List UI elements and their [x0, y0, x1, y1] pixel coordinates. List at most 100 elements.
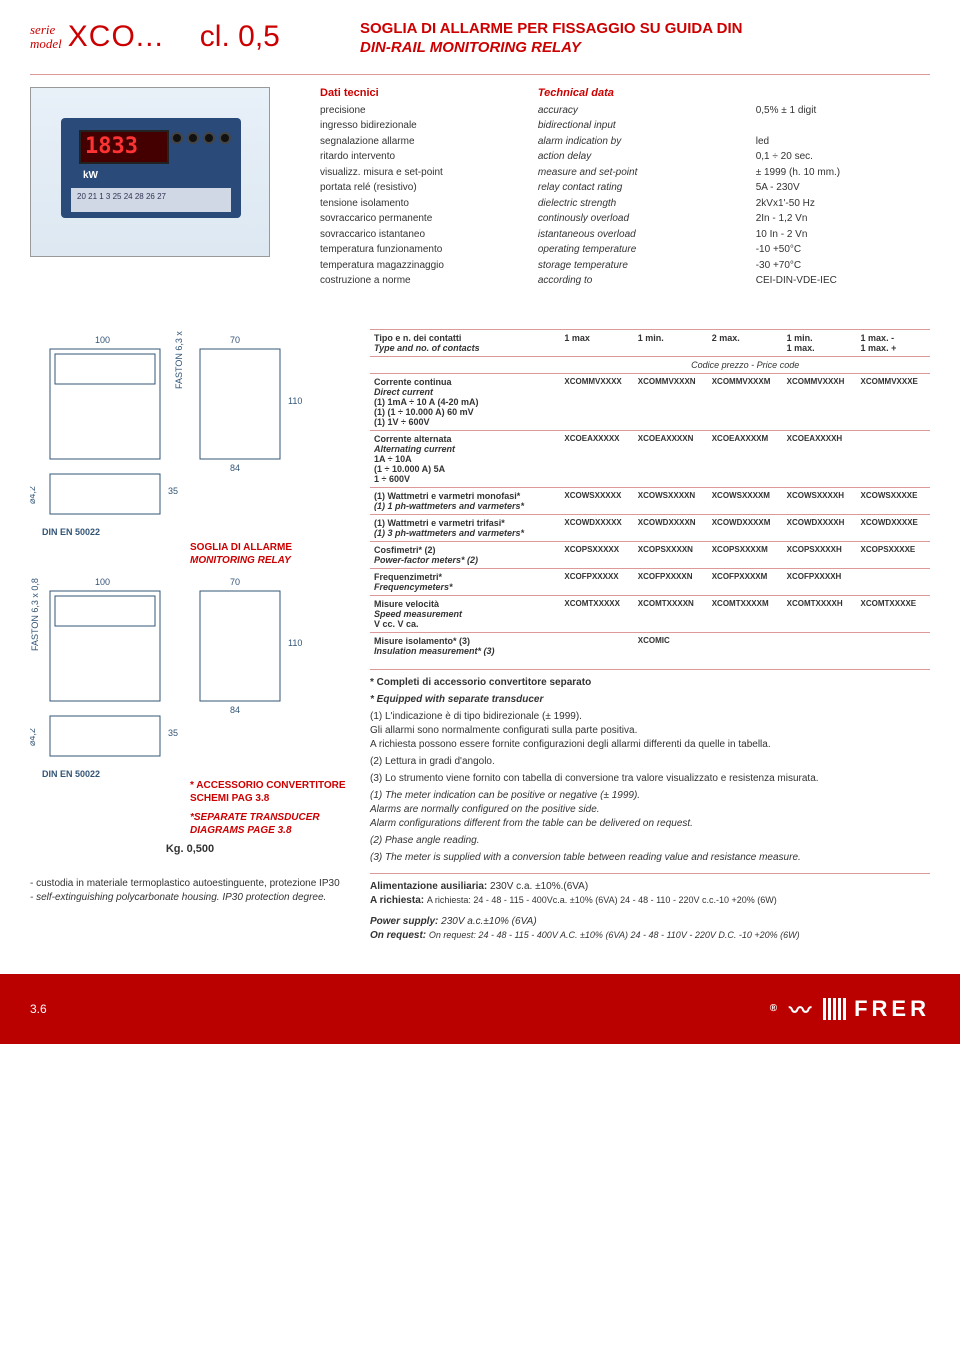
header-right: SOGLIA DI ALLARME PER FISSAGGIO SU GUIDA…	[360, 20, 930, 68]
serie-it: serie	[30, 23, 62, 37]
svg-text:100: 100	[95, 335, 110, 345]
svg-text:FASTON 6,3 x 0,8: FASTON 6,3 x 0,8	[174, 329, 184, 389]
spec-row: portata relé (resistivo)	[320, 180, 538, 196]
note-item: (3) The meter is supplied with a convers…	[370, 851, 930, 865]
dimension-drawing-1: 100 70 110 84 86 35 FASTON 6,3 x 0,8 ⌀4,…	[30, 329, 330, 519]
divider	[30, 74, 930, 75]
spec-value: CEI-DIN-VDE-IEC	[756, 273, 930, 289]
spec-row: measure and set-point	[538, 165, 756, 181]
spec-row: segnalazione allarme	[320, 134, 538, 150]
spec-row: ingresso bidirezionale	[320, 118, 538, 134]
spec-row: temperatura magazzinaggio	[320, 258, 538, 274]
section-mid: 100 70 110 84 86 35 FASTON 6,3 x 0,8 ⌀4,…	[30, 329, 930, 944]
note-item: (2) Phase angle reading.	[370, 834, 930, 848]
footer: 3.6 ® 〰 FRER	[0, 974, 960, 1044]
spec-row: continously overload	[538, 211, 756, 227]
spec-row: costruzione a norme	[320, 273, 538, 289]
spec-value: 2kVx1'-50 Hz	[756, 196, 930, 212]
spec-head-it: Dati tecnici	[320, 87, 538, 99]
title: SOGLIA DI ALLARME PER FISSAGGIO SU GUIDA…	[360, 20, 930, 58]
spec-value: ± 1999 (h. 10 mm.)	[756, 165, 930, 181]
spec-value	[756, 118, 930, 134]
svg-text:100: 100	[95, 577, 110, 587]
display-value: 1833	[81, 132, 167, 161]
spec-row: accuracy	[538, 103, 756, 119]
svg-text:70: 70	[230, 335, 240, 345]
spec-row: sovraccarico istantaneo	[320, 227, 538, 243]
series-code: XCO...	[68, 20, 164, 54]
svg-text:35: 35	[168, 728, 178, 738]
note-item: (2) Lettura in gradi d'angolo.	[370, 755, 930, 769]
ordering-row: Corrente alternataAlternating current1A …	[370, 430, 930, 487]
spec-value: 0,5% ± 1 digit	[756, 103, 930, 119]
ordering-row: Corrente continuaDirect current(1) 1mA ÷…	[370, 373, 930, 430]
page: serie model XCO... cl. 0,5 SOGLIA DI ALL…	[0, 0, 960, 944]
note-item: (1) The meter indication can be positive…	[370, 789, 930, 831]
brand-logo: ® 〰 FRER	[770, 993, 930, 1025]
spec-row: visualizz. misura e set-point	[320, 165, 538, 181]
title-it: SOGLIA DI ALLARME PER FISSAGGIO SU GUIDA…	[360, 20, 743, 37]
spec-row: storage temperature	[538, 258, 756, 274]
svg-text:84: 84	[230, 463, 240, 473]
ordering-row: (1) Wattmetri e varmetri monofasi*(1) 1 …	[370, 487, 930, 514]
svg-text:⌀4,2: ⌀4,2	[30, 486, 37, 504]
spec-row: ritardo intervento	[320, 149, 538, 165]
notes: * Completi di accessorio convertitore se…	[370, 669, 930, 865]
right-column: Tipo e n. dei contatti Type and no. of c…	[370, 329, 930, 944]
spec-value: -30 +70°C	[756, 258, 930, 274]
left-column: 100 70 110 84 86 35 FASTON 6,3 x 0,8 ⌀4,…	[30, 329, 350, 944]
product-photo: 1833 kW 20 21 1 3 25 24 28 26 27	[30, 87, 270, 257]
header: serie model XCO... cl. 0,5 SOGLIA DI ALL…	[30, 20, 930, 68]
section-top: 1833 kW 20 21 1 3 25 24 28 26 27 Dati te…	[30, 87, 930, 289]
page-number: 3.6	[30, 1002, 47, 1016]
drawing-caption-1: SOGLIA DI ALLARME MONITORING RELAY	[190, 541, 350, 567]
svg-text:84: 84	[230, 705, 240, 715]
spec-row: alarm indication by	[538, 134, 756, 150]
spec-value: led	[756, 134, 930, 150]
spec-row: tensione isolamento	[320, 196, 538, 212]
spec-row: relay contact rating	[538, 180, 756, 196]
spec-row: temperatura funzionamento	[320, 242, 538, 258]
spec-row: action delay	[538, 149, 756, 165]
spec-head-en: Technical data	[538, 87, 756, 99]
spec-row: dielectric strength	[538, 196, 756, 212]
svg-text:110: 110	[288, 396, 302, 406]
spec-row: according to	[538, 273, 756, 289]
din-standard-2: DIN EN 50022	[42, 769, 350, 779]
svg-text:110: 110	[288, 638, 302, 648]
drawing-caption-2: * ACCESSORIO CONVERTITORE SCHEMI PAG 3.8…	[190, 779, 350, 837]
ordering-row: (1) Wattmetri e varmetri trifasi*(1) 3 p…	[370, 514, 930, 541]
din-standard-1: DIN EN 50022	[42, 527, 350, 537]
spec-value: -10 +50°C	[756, 242, 930, 258]
spec-row: precisione	[320, 103, 538, 119]
note-item: (3) Lo strumento viene fornito con tabel…	[370, 772, 930, 786]
terminal-strip: 20 21 1 3 25 24 28 26 27	[71, 188, 231, 212]
ordering-row: Misure isolamento* (3)Insulation measure…	[370, 632, 930, 659]
housing-note: - custodia in materiale termoplastico au…	[30, 877, 350, 905]
dimension-drawing-2: 100 70 110 84 86 35 FASTON 6,3 x 0,8 ⌀4,…	[30, 571, 330, 761]
power-supply: Alimentazione ausiliaria: 230V c.a. ±10%…	[370, 873, 930, 944]
spec-row: istantaneous overload	[538, 227, 756, 243]
svg-text:35: 35	[168, 486, 178, 496]
svg-text:⌀4,2: ⌀4,2	[30, 728, 37, 746]
spec-value: 0,1 ÷ 20 sec.	[756, 149, 930, 165]
spec-value: 2In - 1,2 Vn	[756, 211, 930, 227]
svg-text:70: 70	[230, 577, 240, 587]
serie-en: model	[30, 37, 62, 51]
spec-row: sovraccarico permanente	[320, 211, 538, 227]
note-item: (1) L'indicazione è di tipo bidirezional…	[370, 710, 930, 752]
unit-label: kW	[83, 170, 98, 181]
title-en: DIN-RAIL MONITORING RELAY	[360, 39, 581, 56]
spec-value: 10 In - 2 Vn	[756, 227, 930, 243]
spec-table: Dati tecnici precisioneingresso bidirezi…	[320, 87, 930, 289]
spec-row: bidirectional input	[538, 118, 756, 134]
spec-row: operating temperature	[538, 242, 756, 258]
ordering-row: Frequenzimetri*Frequencymeters*XCOFPXXXX…	[370, 568, 930, 595]
ordering-table: Tipo e n. dei contatti Type and no. of c…	[370, 329, 930, 659]
ordering-row: Cosfimetri* (2)Power-factor meters* (2)X…	[370, 541, 930, 568]
series-class: cl. 0,5	[200, 20, 280, 54]
spec-value: 5A - 230V	[756, 180, 930, 196]
svg-text:FASTON 6,3 x 0,8: FASTON 6,3 x 0,8	[30, 578, 40, 651]
header-left: serie model XCO... cl. 0,5	[30, 20, 310, 68]
weight: Kg. 0,500	[30, 843, 350, 855]
